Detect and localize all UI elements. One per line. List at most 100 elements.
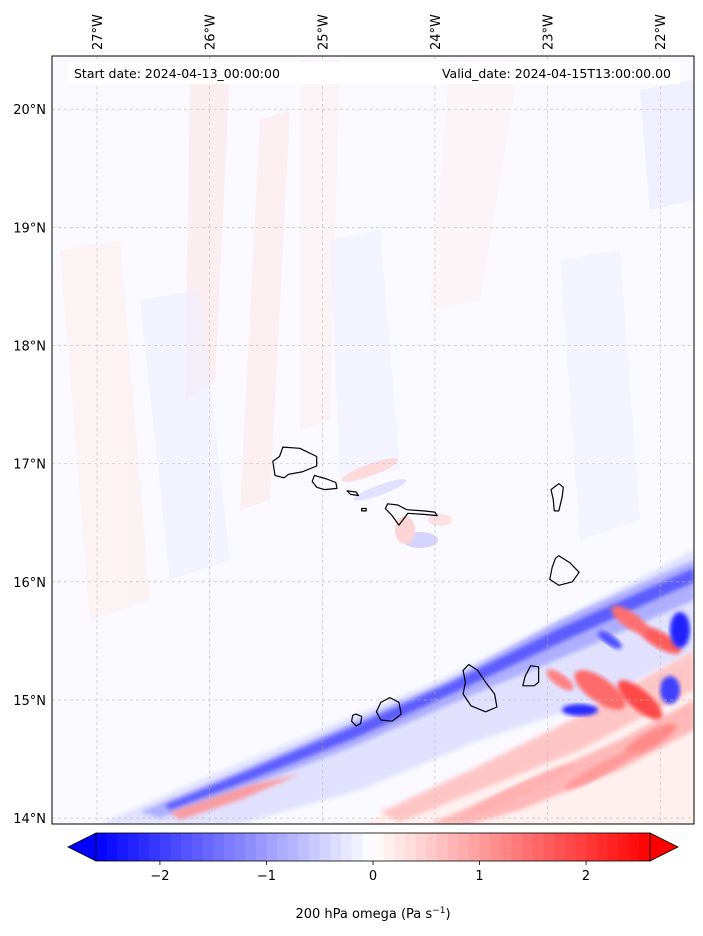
lon-tick-label: 23°W [542,14,557,50]
colorbar-step [468,833,480,861]
colorbar-step [255,833,267,861]
colorbar-title: 200 hPa omega (Pa s−1) [295,906,450,922]
island-outline [361,507,367,512]
colorbar-step [447,833,459,861]
colorbar-step [245,833,257,861]
colorbar-step [458,833,470,861]
colorbar-step [628,833,640,861]
colorbar-step [170,833,182,861]
colorbar-step [191,833,203,861]
valid-date-text: Valid_date: 2024-04-15T13:00:00.00 [442,66,671,81]
island-outline [346,490,359,497]
colorbar-step [404,833,417,861]
colorbar-step [479,833,491,861]
island-outline [550,483,564,512]
date-info-box [68,62,680,84]
island-outline [462,663,498,713]
latitude-tick-labels: 20°N 19°N 18°N 17°N 16°N 15°N 14°N [13,103,46,827]
colorbar-step [415,833,427,861]
colorbar-step [351,833,363,861]
island-outline [522,665,540,687]
colorbar-step [575,833,587,861]
lon-tick-label: 25°W [316,14,331,50]
colorbar-ticks: −2 −1 0 1 2 [150,861,590,884]
frontal-band-negative [100,550,694,824]
lat-tick-label: 14°N [13,812,46,827]
colorbar-step [596,833,608,861]
colorbar-step [436,833,448,861]
colorbar-tick-label: −2 [150,869,169,884]
colorbar-step [500,833,512,861]
colorbar-step [639,833,651,861]
colorbar-steps [96,833,651,861]
colorbar-title-end: ) [445,907,450,922]
colorbar: −2 −1 0 1 2 200 hPa omega (Pa s−1) [67,832,679,922]
weak-positive-streaks [60,60,520,620]
island-outline [272,446,318,479]
colorbar-step [287,833,299,861]
map-frame [51,55,695,825]
lat-tick-label: 19°N [13,221,46,236]
omega-field [60,60,694,824]
colorbar-step [330,833,342,861]
colorbar-extend-high [649,832,679,862]
colorbar-tick-label: 2 [582,869,590,884]
colorbar-step [309,833,321,861]
colorbar-step [234,833,246,861]
colorbar-step [426,833,438,861]
colorbar-step [586,833,598,861]
colorbar-step [564,833,576,861]
lat-tick-label: 20°N [13,103,46,118]
colorbar-step [117,833,129,861]
colorbar-tick-label: −1 [257,869,276,884]
colorbar-step [543,833,555,861]
frontal-band-positive [170,650,694,824]
colorbar-step [373,833,385,861]
colorbar-step [266,833,278,861]
colorbar-step [213,833,225,861]
colorbar-step [394,833,406,861]
colorbar-step [362,833,374,861]
island-coastlines [272,446,580,727]
colorbar-step [181,833,193,861]
colorbar-step [223,833,235,861]
lon-tick-label: 27°W [91,14,106,50]
lon-tick-label: 26°W [204,14,219,50]
convective-cells [465,605,690,816]
island-outline [549,555,580,586]
island-outline [311,474,338,491]
colorbar-step [532,833,544,861]
colorbar-step [138,833,150,861]
lat-tick-label: 17°N [13,458,46,473]
colorbar-step [277,833,289,861]
island-outline [375,696,402,722]
colorbar-step [127,833,140,861]
lat-tick-label: 16°N [13,576,46,591]
lon-tick-label: 22°W [654,14,669,50]
colorbar-step [319,833,331,861]
gridlines [52,56,694,824]
colorbar-step [522,833,534,861]
colorbar-step [554,833,566,861]
colorbar-step [202,833,214,861]
colorbar-step [490,833,502,861]
island-outline [384,503,438,526]
colorbar-step [607,833,619,861]
colorbar-step [511,833,523,861]
colorbar-step [298,833,310,861]
start-date-text: Start date: 2024-04-13_00:00:00 [74,66,280,81]
colorbar-step [159,833,171,861]
colorbar-step [96,833,108,861]
lat-tick-label: 15°N [13,694,46,709]
colorbar-tick-label: 0 [369,869,377,884]
colorbar-extend-low [67,832,97,862]
colorbar-title-main: 200 hPa omega (Pa s [295,907,432,922]
lon-tick-label: 24°W [429,14,444,50]
colorbar-tick-label: 1 [475,869,483,884]
longitude-tick-labels: 27°W 26°W 25°W 24°W 23°W 22°W [91,14,669,50]
colorbar-step [383,833,395,861]
island-outline [351,713,363,727]
colorbar-step [618,833,630,861]
weak-negative-patches [140,80,694,580]
